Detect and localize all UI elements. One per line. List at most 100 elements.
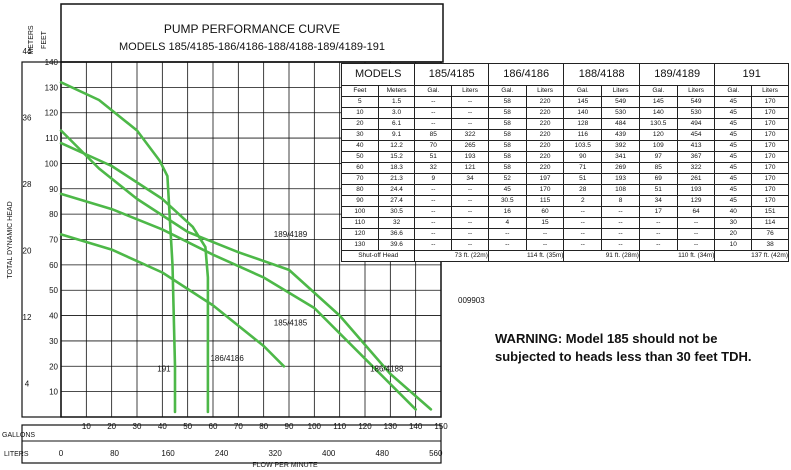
table-cell: -- [414,239,453,251]
x-tick-gallons: 70 [234,422,243,431]
x-tick-gallons: 130 [384,422,398,431]
y-tick-feet: 40 [49,312,58,321]
table-cell: -- [487,228,527,240]
table-cell: 20 [341,118,379,130]
table-cell: -- [414,118,453,130]
table-cell: 58 [487,129,527,141]
y-tick-labels: 10 20 30 40 50 60 70 80 90 100 110 120 130 140 4 12 20 28… [23,47,59,397]
table-cell: 28 [563,184,603,196]
table-cell: 30.5 [487,195,527,207]
table-cell: 170 [751,107,789,119]
y-tick-feet: 100 [45,159,59,168]
table-cell: 21.3 [377,173,416,185]
table-cell: 116 [563,129,603,141]
table-row: 30 9.1 85 322 58 220 116 439 120 454 45 170 [341,129,789,141]
table-model-row: MODELS 185/4185 186/4186 188/4188 189/41… [340,63,789,86]
table-cell: 12.2 [377,140,416,152]
table-cell: -- [451,228,489,240]
table-cell: 45 [714,162,753,174]
table-cell: 193 [601,173,640,185]
table-cell: -- [601,217,640,229]
table-cell: -- [414,184,453,196]
table-cell: 10 [714,239,753,251]
curve-191 [59,81,177,414]
curve-label-185-4185: 185/4185 [274,319,308,328]
table-sub-header: Gal. [487,85,527,97]
table-cell: 220 [525,118,565,130]
x-tick-gallons: 40 [158,422,167,431]
table-cell: -- [601,206,640,218]
table-cell: 530 [601,107,640,119]
table-cell: 20 [714,228,753,240]
shutoff-label: Shut-off Head [340,250,416,262]
table-row: 20 6.1 -- -- 58 220 128 484 130.5 494 45 170 [341,118,789,130]
table-cell: 140 [563,107,603,119]
table-cell: -- [638,228,678,240]
table-sub-header: Liters [751,85,789,97]
table-cell: -- [525,228,565,240]
table-cell: -- [563,239,603,251]
table-cell: 170 [751,151,789,163]
y-tick-feet: 70 [49,236,58,245]
table-cell: 45 [714,118,753,130]
model-header-3: 189/4189 [638,63,716,86]
y-tick-meters: 28 [23,180,32,189]
table-cell: 58 [487,96,527,108]
x-tick-labels: 10 20 30 40 50 60 70 80 90 100 110 120 130 140 150 0 80 1… [59,422,448,458]
curve-label-186-4186: 186/4186 [210,354,244,363]
table-sub-header: Feet [341,85,379,97]
shutoff-value: 137 ft. (42m) [714,250,789,262]
curve-series [59,81,433,414]
table-row: 5 1.5 -- -- 58 220 145 549 145 549 45 170 [341,96,789,108]
table-cell: 454 [676,129,716,141]
y-tick-feet: 90 [49,185,58,194]
x-tick-liters: 320 [268,449,282,458]
table-sub-header: Gal. [714,85,753,97]
table-cell: 40 [341,140,379,152]
table-cell: 50 [341,151,379,163]
warning-text: Model 185 should not be subjected to hea… [495,331,752,364]
curve-185-4185 [59,233,286,368]
model-header-2: 188/4188 [563,63,640,86]
table-cell: 45 [714,107,753,119]
model-header-4: 191 [714,63,789,86]
curve-label-191: 191 [157,364,171,373]
table-cell: 114 [751,217,789,229]
table-sub-header: Liters [525,85,565,97]
table-cell: 170 [751,184,789,196]
title-box [60,3,444,63]
table-cell: 220 [525,129,565,141]
table-cell: 69 [638,173,678,185]
table-cell: 51 [638,184,678,196]
table-cell: 58 [487,118,527,130]
table-cell: 90 [341,195,379,207]
table-sub-header: Gal. [414,85,453,97]
table-row: 80 24.4 -- -- 45 170 28 108 51 193 45 170 [341,184,789,196]
table-sub-header: Meters [377,85,416,97]
table-cell: 16 [487,206,527,218]
table-cell: 30.5 [377,206,416,218]
table-cell: 108 [601,184,640,196]
table-cell: 220 [525,140,565,152]
table-cell: 269 [601,162,640,174]
table-cell: -- [451,217,489,229]
table-cell: 51 [414,151,453,163]
table-cell: -- [451,107,489,119]
curve-189-4189 [59,129,433,411]
table-cell: 45 [714,151,753,163]
table-cell: 484 [601,118,640,130]
table-cell: 170 [751,162,789,174]
table-cell: 170 [751,118,789,130]
shutoff-value: 73 ft. (22m) [414,250,489,262]
shutoff-row: Shut-off Head 73 ft. (22m) 114 ft. (35m) 91… [340,250,789,262]
y-tick-feet: 10 [49,388,58,397]
curve-label-186-4188: 186/4188 [370,364,404,373]
table-cell: 45 [714,184,753,196]
table-cell: 170 [751,195,789,207]
table-cell: -- [414,228,453,240]
y-axis-title: TOTAL DYNAMIC HEAD [7,201,14,278]
table-cell: 220 [525,151,565,163]
table-cell: 261 [676,173,716,185]
table-cell: 322 [676,162,716,174]
table-cell: 413 [676,140,716,152]
